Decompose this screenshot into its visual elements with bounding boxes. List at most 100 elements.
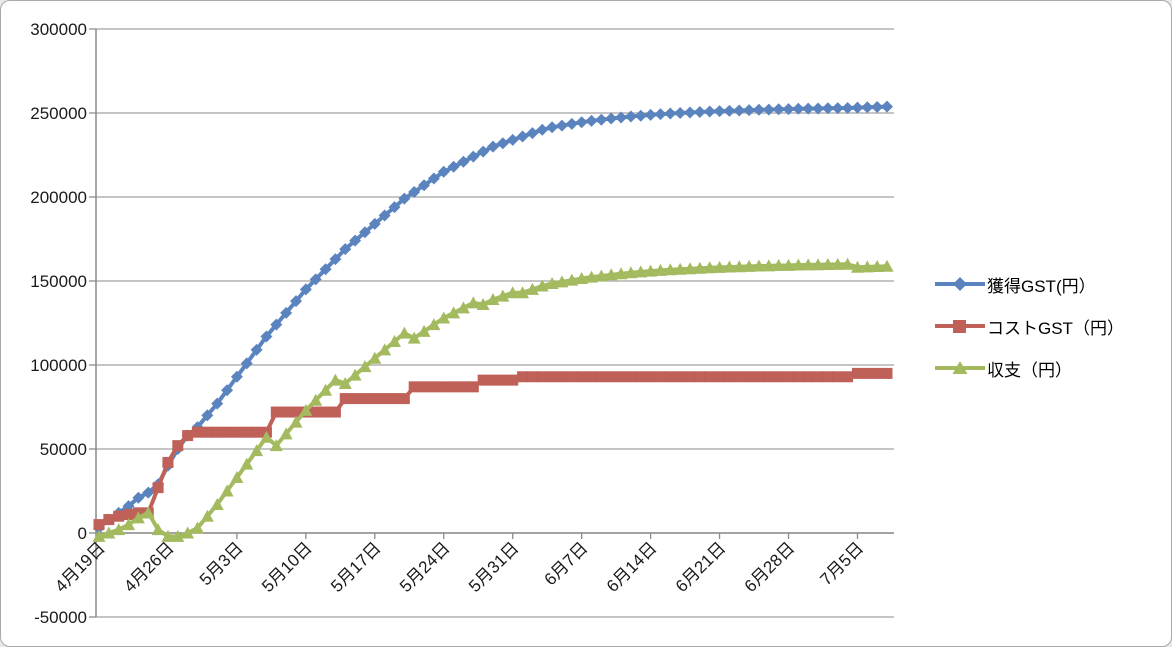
y-axis-label: 300000 — [30, 20, 87, 39]
series-cost-gst-marker — [201, 426, 213, 438]
series-earned-gst-marker — [703, 105, 716, 118]
series-balance-marker — [791, 258, 805, 271]
series-cost-gst-marker — [753, 371, 765, 383]
series-balance-marker — [151, 523, 165, 536]
series-earned-gst-marker — [437, 165, 450, 178]
y-axis-label: 200000 — [30, 188, 87, 207]
series-balance-marker — [476, 298, 490, 311]
series-earned-gst-marker — [821, 102, 834, 115]
series-balance-marker — [368, 351, 382, 364]
series-cost-gst-marker — [379, 393, 391, 405]
series-cost-gst-marker — [576, 371, 588, 383]
series-balance-marker — [673, 262, 687, 275]
series-balance-marker — [131, 511, 145, 524]
series-cost-gst-marker — [536, 371, 548, 383]
series-cost-gst-marker — [369, 393, 381, 405]
series-cost-gst-marker — [418, 381, 430, 393]
series-earned-gst — [93, 100, 893, 534]
series-earned-gst-line — [97, 104, 888, 530]
series-balance-marker — [456, 301, 470, 314]
series-balance-marker — [92, 529, 106, 542]
series-cost-gst-marker — [605, 371, 617, 383]
legend-label-cost-gst: コストGST（円） — [987, 318, 1124, 338]
series-cost-gst-marker — [113, 510, 125, 522]
series-balance-marker — [141, 506, 155, 519]
series-balance-marker — [309, 393, 323, 406]
x-axis-label: 6月28日 — [741, 538, 799, 596]
series-earned-gst-marker — [142, 486, 155, 499]
legend-item-earned-gst: 獲得GST(円） — [934, 263, 1124, 305]
series-cost-gst-marker — [654, 371, 666, 383]
series-balance-marker — [407, 331, 421, 344]
series-cost-gst-marker — [251, 426, 263, 438]
series-cost-gst-marker — [674, 371, 686, 383]
series-cost-gst-marker — [162, 456, 174, 468]
series-cost-gst-marker — [556, 371, 568, 383]
series-earned-gst-marker — [398, 192, 411, 205]
series-cost-gst-marker — [595, 371, 607, 383]
series-earned-gst-marker — [693, 105, 706, 118]
series-earned-gst-marker — [408, 185, 421, 198]
series-cost-gst-marker — [861, 367, 873, 379]
series-cost-gst-marker — [211, 426, 223, 438]
series-balance — [92, 257, 894, 542]
series-balance-marker — [555, 275, 569, 288]
series-balance-marker — [742, 259, 756, 272]
series-cost-gst-marker — [389, 393, 400, 405]
series-balance-marker — [112, 523, 126, 536]
series-balance-marker — [496, 289, 510, 302]
series-cost-gst-marker — [270, 406, 282, 418]
series-earned-gst-marker — [309, 273, 322, 286]
series-cost-gst-marker — [438, 381, 450, 393]
series-balance-marker — [250, 444, 264, 457]
series-balance-marker — [240, 457, 254, 470]
series-earned-gst-marker — [319, 263, 332, 276]
series-balance-marker — [693, 261, 707, 274]
series-earned-gst-marker — [211, 397, 224, 410]
series-cost-gst-marker — [851, 367, 863, 379]
series-cost-gst-marker — [714, 371, 726, 383]
series-earned-gst-marker — [427, 172, 440, 185]
series-cost-gst-marker — [625, 371, 637, 383]
series-cost-gst-marker — [93, 519, 105, 531]
x-axis-label: 5月31日 — [465, 538, 523, 596]
series-earned-gst-marker — [339, 243, 352, 256]
series-earned-gst-marker — [457, 155, 470, 168]
series-balance-marker — [191, 521, 204, 534]
x-axis-label: 6月21日 — [672, 538, 730, 596]
y-axis-label: 250000 — [30, 104, 87, 123]
series-balance-marker — [644, 264, 658, 277]
series-balance-marker — [782, 258, 795, 271]
series-earned-gst-marker — [299, 283, 312, 296]
series-balance-marker — [604, 268, 618, 281]
series-balance-marker — [653, 263, 667, 276]
series-earned-gst-marker — [447, 160, 460, 173]
series-earned-gst-marker — [585, 114, 598, 127]
series-balance-marker — [397, 326, 411, 339]
series-cost-gst-marker — [349, 393, 361, 405]
series-cost-gst-marker — [773, 371, 785, 383]
series-cost-gst — [93, 367, 893, 531]
legend-marker-triangle-icon — [935, 361, 985, 374]
x-axis-label: 4月26日 — [120, 538, 178, 596]
series-earned-gst-marker — [555, 119, 568, 132]
series-earned-gst-marker — [841, 101, 854, 114]
series-balance-marker — [821, 258, 835, 271]
series-balance-marker — [752, 259, 766, 272]
y-axis-label: 0 — [78, 524, 87, 543]
series-earned-gst-marker — [565, 117, 578, 130]
series-earned-gst-marker — [654, 108, 667, 121]
series-earned-gst-marker — [624, 110, 637, 123]
series-earned-gst-marker — [526, 127, 539, 140]
series-cost-gst-marker — [517, 371, 529, 383]
series-cost-gst-marker — [329, 406, 341, 418]
series-balance-marker — [122, 518, 136, 531]
x-axis-label: 5月10日 — [258, 538, 316, 596]
series-cost-gst-marker — [704, 371, 716, 383]
series-earned-gst-marker — [516, 130, 529, 143]
series-balance-marker — [762, 259, 776, 272]
series-balance-marker — [171, 529, 185, 542]
series-cost-gst-marker — [842, 371, 854, 383]
series-balance-marker — [772, 259, 786, 272]
